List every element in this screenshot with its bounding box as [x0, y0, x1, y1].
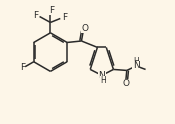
- Text: N: N: [99, 71, 105, 80]
- Text: O: O: [122, 79, 129, 88]
- Text: O: O: [82, 24, 89, 33]
- Text: F: F: [33, 11, 38, 20]
- Text: F: F: [49, 6, 54, 15]
- Text: F: F: [62, 13, 67, 22]
- Text: H: H: [133, 57, 139, 66]
- Text: N: N: [133, 62, 139, 70]
- Text: H: H: [100, 76, 106, 85]
- Text: F: F: [20, 63, 25, 72]
